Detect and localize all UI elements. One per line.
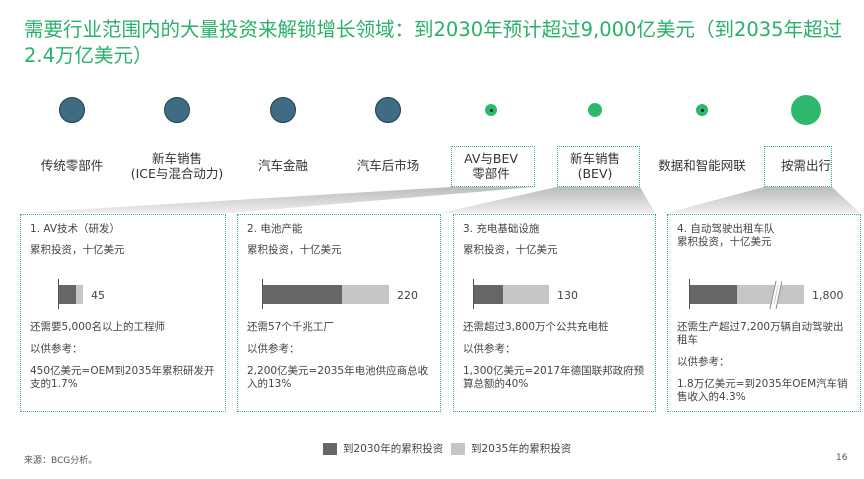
segment-highlight-box — [764, 146, 832, 187]
reference-text: 1.8万亿美元=到2035年OEM汽车销售收入的4.3% — [677, 378, 848, 403]
source-note: 来源：BCG分析。 — [24, 456, 98, 466]
panel-unit: 累积投资，十亿美元 — [30, 244, 125, 256]
connector-mobility — [667, 187, 860, 213]
segment-bubble — [375, 97, 401, 123]
bar-value: 1,800 — [812, 289, 844, 302]
segment-label: 按需出行 — [780, 158, 831, 173]
page-title: 需要行业范围内的大量投资来解锁增长领域：到2030年预计超过9,000亿美元（到… — [24, 18, 843, 67]
dot-icon — [489, 108, 493, 112]
dot-icon — [700, 108, 704, 112]
segment-bubble — [791, 95, 821, 125]
panel-unit: 累积投资，十亿美元 — [677, 236, 772, 248]
legend-swatch-2035 — [451, 442, 465, 455]
bar-2030 — [263, 285, 342, 304]
segment-label: AV与BEV 零部件 — [464, 151, 518, 181]
segment-bubble — [588, 103, 602, 117]
legend-2030: 到2030年的累积投资 — [323, 441, 443, 456]
reference-text: 2,200亿美元=2035年电池供应商总收入的13% — [247, 365, 429, 390]
connector-av-bev — [20, 187, 535, 213]
reference-label: 以供参考： — [247, 343, 300, 355]
investment-panel: 3. 充电基础设施 累积投资，十亿美元 130 还需超过3,800万个公共充电桩… — [453, 214, 656, 412]
bar-axis — [689, 279, 690, 309]
bar-axis — [58, 279, 59, 309]
panel-title: 3. 充电基础设施 — [463, 223, 540, 235]
connector-new-car-bev — [440, 187, 655, 213]
panel-title: 4. 自动驾驶出租车队 — [677, 223, 775, 235]
reference-label: 以供参考： — [677, 356, 730, 368]
segment-bubble — [164, 97, 190, 123]
investment-panel: 2. 电池产能 累积投资，十亿美元 220 还需57个千兆工厂 以供参考： 2,… — [237, 214, 441, 412]
segment-label: 汽车金融 — [257, 158, 308, 173]
requirement-text: 还需要5,000名以上的工程师 — [30, 321, 166, 333]
segment-bubble — [696, 104, 708, 116]
investment-panel: 1. AV技术（研发） 累积投资，十亿美元 45 还需要5,000名以上的工程师… — [20, 214, 226, 412]
bar-axis — [262, 279, 263, 309]
segment-label: 数据和智能网联 — [658, 158, 746, 173]
panel-unit: 累积投资，十亿美元 — [463, 244, 558, 256]
reference-text: 1,300亿美元=2017年德国联邦政府预算总额的40% — [463, 365, 645, 390]
panel-title: 2. 电池产能 — [247, 223, 303, 235]
reference-label: 以供参考： — [463, 343, 516, 355]
reference-label: 以供参考： — [30, 343, 83, 355]
requirement-text: 还需生产超过7,200万辆自动驾驶出租车 — [677, 321, 844, 346]
requirement-text: 还需57个千兆工厂 — [247, 321, 334, 333]
bar-2030 — [474, 285, 503, 304]
segment-bubble — [59, 97, 85, 123]
segment-highlight-box — [557, 146, 640, 187]
bar-2030 — [690, 285, 737, 304]
legend-swatch-2030 — [323, 442, 337, 455]
segment-label: 传统零部件 — [40, 158, 104, 173]
segment-bubble — [270, 97, 296, 123]
segment-highlight-box — [451, 146, 535, 187]
segment-label: 新车销售 (ICE与混合动力) — [130, 151, 224, 181]
segment-label: 新车销售 (BEV) — [569, 151, 620, 181]
investment-panel: 4. 自动驾驶出租车队 累积投资，十亿美元 1,800 还需生产超过7,200万… — [667, 214, 861, 412]
reference-text: 450亿美元=OEM到2035年累积研发开支的1.7% — [30, 365, 215, 390]
bar-value: 220 — [397, 289, 418, 302]
bar-value: 45 — [91, 289, 105, 302]
bar-value: 130 — [557, 289, 578, 302]
requirement-text: 还需超过3,800万个公共充电桩 — [463, 321, 609, 333]
page-number: 16 — [836, 453, 848, 463]
legend-label: 到2030年的累积投资 — [343, 443, 444, 455]
bar-2030 — [59, 285, 76, 304]
axis-break-icon — [769, 280, 782, 310]
legend-2035: 到2035年的累积投资 — [451, 441, 571, 456]
bar-axis — [473, 279, 474, 309]
segment-label: 汽车后市场 — [356, 158, 420, 173]
panel-unit: 累积投资，十亿美元 — [247, 244, 342, 256]
legend-label: 到2035年的累积投资 — [471, 443, 572, 455]
segment-bubble — [485, 104, 497, 116]
panel-title: 1. AV技术（研发） — [30, 223, 121, 235]
